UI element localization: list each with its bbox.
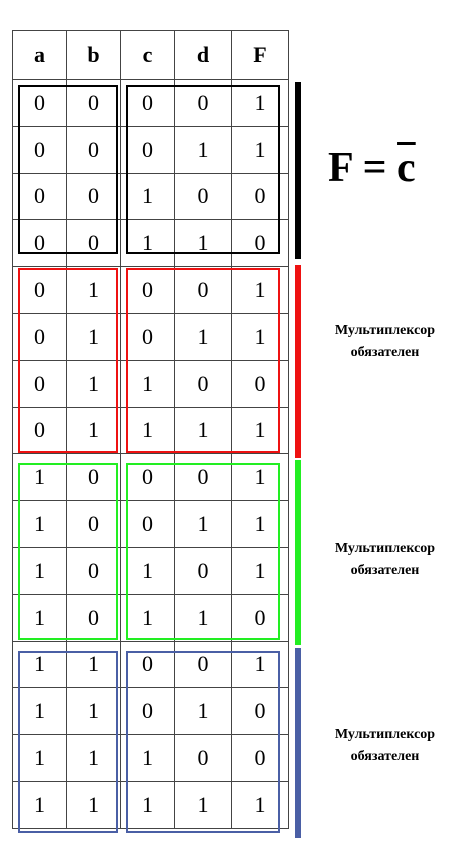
note-line: Мультиплексор bbox=[334, 323, 436, 338]
header-f: F bbox=[231, 30, 289, 80]
table-cell: 1 bbox=[120, 780, 175, 829]
table-cell: 0 bbox=[66, 546, 121, 595]
formula-rhs: c bbox=[397, 145, 416, 191]
table-cell: 1 bbox=[174, 593, 232, 642]
table-cell: 1 bbox=[66, 266, 121, 314]
table-cell: 1 bbox=[120, 593, 175, 642]
table-cell: 0 bbox=[66, 172, 121, 221]
note-group-2: Мультиплексор обязателен bbox=[315, 320, 455, 364]
table-cell: 1 bbox=[66, 780, 121, 829]
table-cell: 1 bbox=[12, 780, 67, 829]
table-header-row: a b c d F bbox=[12, 30, 289, 80]
group-outline-cdf bbox=[126, 651, 280, 833]
table-cell: 1 bbox=[120, 406, 175, 455]
note-line: обязателен bbox=[350, 563, 420, 578]
table-cell: 1 bbox=[66, 734, 121, 782]
table-cell: 0 bbox=[12, 266, 67, 314]
table-cell: 1 bbox=[174, 125, 232, 174]
note-line: Мультиплексор bbox=[334, 727, 436, 742]
note-group-3: Мультиплексор обязателен bbox=[315, 538, 455, 582]
table-cell: 1 bbox=[174, 312, 232, 361]
group-outline-ab bbox=[18, 268, 118, 453]
formula-eq: = bbox=[362, 145, 387, 191]
table-cell: 1 bbox=[120, 219, 175, 268]
group-bar bbox=[295, 460, 301, 645]
table-cell: 1 bbox=[12, 500, 67, 548]
formula-lhs: F bbox=[328, 145, 353, 191]
table-cell: 0 bbox=[12, 312, 67, 361]
group-bar bbox=[295, 265, 301, 458]
table-cell: 0 bbox=[66, 500, 121, 548]
group-outline-cdf bbox=[126, 463, 280, 640]
table-cell: 0 bbox=[120, 500, 175, 548]
table-cell: 0 bbox=[66, 453, 121, 502]
note-line: обязателен bbox=[350, 345, 420, 360]
table-cell: 0 bbox=[120, 266, 175, 314]
note-group-4: Мультиплексор обязателен bbox=[315, 724, 455, 768]
table-cell: 1 bbox=[120, 734, 175, 782]
table-cell: 0 bbox=[66, 593, 121, 642]
group-bar bbox=[295, 648, 301, 838]
table-cell: 1 bbox=[174, 500, 232, 548]
table-cell: 0 bbox=[120, 453, 175, 502]
table-cell: 1 bbox=[174, 687, 232, 736]
note-line: обязателен bbox=[350, 749, 420, 764]
group-outline-cdf bbox=[126, 85, 280, 254]
table-cell: 0 bbox=[12, 125, 67, 174]
table-cell: 1 bbox=[12, 546, 67, 595]
table-cell: 0 bbox=[120, 640, 175, 689]
group-outline-ab bbox=[18, 85, 118, 254]
header-c: c bbox=[120, 30, 175, 80]
table-cell: 0 bbox=[174, 266, 232, 314]
header-a: a bbox=[12, 30, 67, 80]
table-cell: 1 bbox=[12, 593, 67, 642]
table-cell: 1 bbox=[120, 546, 175, 595]
group-bar bbox=[295, 82, 301, 259]
note-line: Мультиплексор bbox=[334, 541, 436, 556]
group-outline-cdf bbox=[126, 268, 280, 453]
group-outline-ab bbox=[18, 463, 118, 640]
formula: F = c bbox=[328, 138, 416, 198]
table-cell: 0 bbox=[120, 687, 175, 736]
header-d: d bbox=[174, 30, 232, 80]
group-outline-ab bbox=[18, 651, 118, 833]
table-cell: 1 bbox=[12, 687, 67, 736]
header-b: b bbox=[66, 30, 121, 80]
table-cell: 0 bbox=[174, 546, 232, 595]
